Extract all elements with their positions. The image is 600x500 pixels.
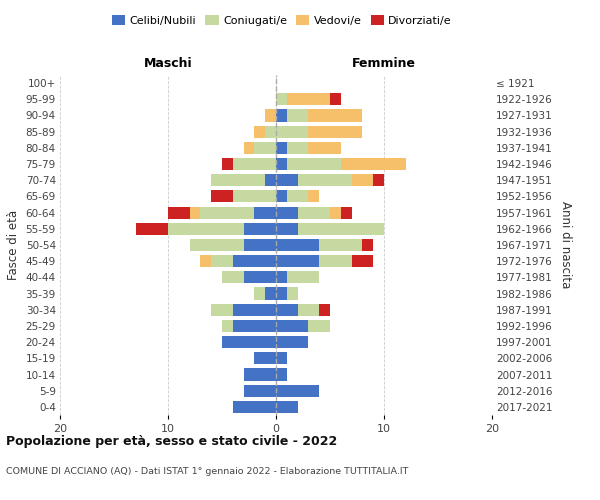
Bar	[233, 158, 276, 170]
Bar	[298, 206, 330, 218]
Bar	[222, 320, 233, 332]
Bar	[276, 384, 319, 397]
Bar	[265, 126, 276, 138]
Bar	[276, 239, 319, 251]
Bar	[319, 255, 352, 268]
Bar	[265, 174, 276, 186]
Bar	[276, 304, 298, 316]
Bar	[308, 142, 341, 154]
Bar	[276, 142, 287, 154]
Text: Popolazione per età, sesso e stato civile - 2022: Popolazione per età, sesso e stato civil…	[6, 435, 337, 448]
Bar	[276, 288, 287, 300]
Bar	[244, 272, 276, 283]
Bar	[168, 206, 190, 218]
Bar	[373, 174, 384, 186]
Bar	[362, 239, 373, 251]
Bar	[276, 206, 298, 218]
Bar	[276, 336, 308, 348]
Bar	[330, 93, 341, 106]
Bar	[254, 206, 276, 218]
Bar	[244, 368, 276, 380]
Bar	[254, 126, 265, 138]
Bar	[319, 304, 330, 316]
Bar	[200, 255, 211, 268]
Bar	[276, 190, 287, 202]
Text: COMUNE DI ACCIANO (AQ) - Dati ISTAT 1° gennaio 2022 - Elaborazione TUTTITALIA.IT: COMUNE DI ACCIANO (AQ) - Dati ISTAT 1° g…	[6, 468, 409, 476]
Bar	[254, 142, 276, 154]
Bar	[276, 401, 298, 413]
Bar	[233, 320, 276, 332]
Bar	[341, 158, 406, 170]
Bar	[298, 174, 352, 186]
Bar	[222, 336, 276, 348]
Bar	[287, 272, 319, 283]
Bar	[276, 222, 298, 235]
Bar	[276, 158, 287, 170]
Y-axis label: Fasce di età: Fasce di età	[7, 210, 20, 280]
Bar	[319, 239, 362, 251]
Bar	[276, 126, 308, 138]
Bar	[330, 206, 341, 218]
Bar	[211, 255, 233, 268]
Bar	[352, 174, 373, 186]
Bar	[233, 255, 276, 268]
Bar	[298, 222, 384, 235]
Bar	[244, 384, 276, 397]
Bar	[308, 126, 362, 138]
Bar	[287, 158, 341, 170]
Bar	[190, 206, 200, 218]
Bar	[287, 142, 308, 154]
Bar	[265, 288, 276, 300]
Bar	[211, 174, 265, 186]
Text: Femmine: Femmine	[352, 57, 416, 70]
Bar	[233, 401, 276, 413]
Bar	[254, 288, 265, 300]
Bar	[233, 304, 276, 316]
Bar	[276, 368, 287, 380]
Bar	[287, 93, 330, 106]
Legend: Celibi/Nubili, Coniugati/e, Vedovi/e, Divorziati/e: Celibi/Nubili, Coniugati/e, Vedovi/e, Di…	[107, 10, 457, 30]
Bar	[308, 110, 362, 122]
Bar	[276, 320, 308, 332]
Bar	[287, 190, 308, 202]
Bar	[254, 352, 276, 364]
Bar	[233, 190, 276, 202]
Bar	[222, 272, 244, 283]
Bar	[222, 158, 233, 170]
Bar	[308, 190, 319, 202]
Bar	[276, 110, 287, 122]
Bar	[276, 272, 287, 283]
Bar	[276, 93, 287, 106]
Bar	[211, 304, 233, 316]
Bar	[265, 110, 276, 122]
Bar	[308, 320, 330, 332]
Bar	[298, 304, 319, 316]
Bar	[200, 206, 254, 218]
Bar	[352, 255, 373, 268]
Bar	[287, 110, 308, 122]
Bar	[244, 142, 254, 154]
Bar	[244, 222, 276, 235]
Bar	[244, 239, 276, 251]
Bar	[168, 222, 244, 235]
Bar	[136, 222, 168, 235]
Bar	[341, 206, 352, 218]
Bar	[276, 352, 287, 364]
Bar	[276, 255, 319, 268]
Y-axis label: Anni di nascita: Anni di nascita	[559, 202, 572, 288]
Bar	[190, 239, 244, 251]
Text: Maschi: Maschi	[143, 57, 193, 70]
Bar	[276, 174, 298, 186]
Bar	[211, 190, 233, 202]
Bar	[287, 288, 298, 300]
